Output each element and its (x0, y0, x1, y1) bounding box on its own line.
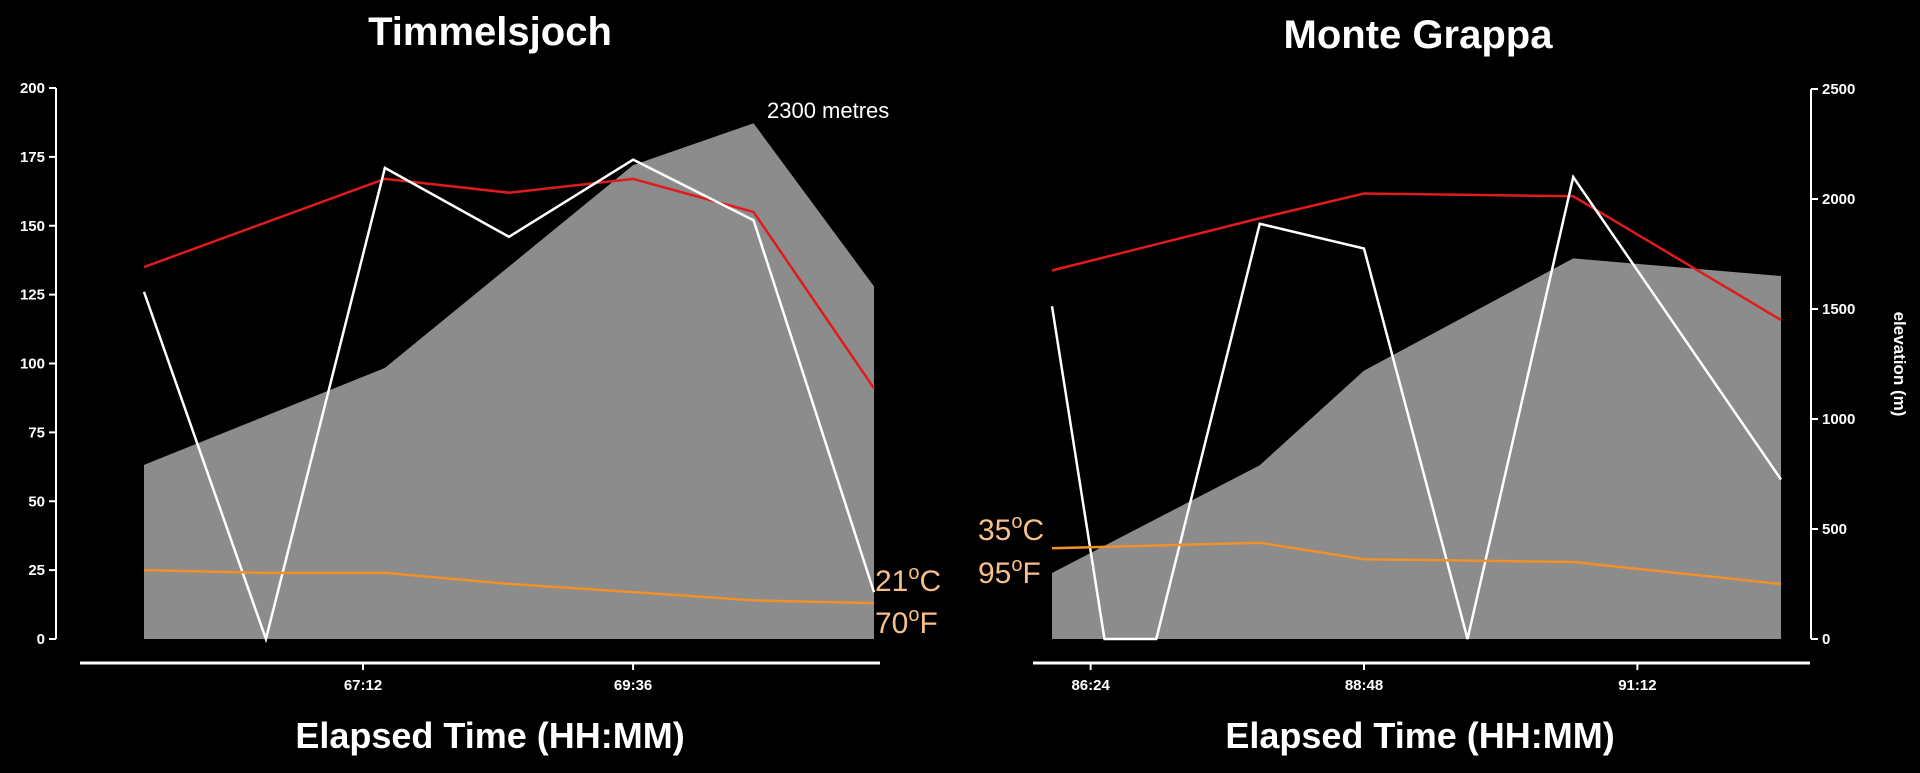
temp-fahrenheit-unit: F (1023, 557, 1041, 590)
y-tick-label: 75 (28, 424, 45, 441)
y-tick-label: 2000 (1822, 191, 1855, 208)
degree-symbol: o (1011, 554, 1022, 576)
y-tick-label: 0 (1822, 631, 1830, 648)
temp-celsius-unit: C (1023, 514, 1045, 547)
y-axis-title-right: elevation (m) (1890, 312, 1909, 417)
y-tick-label: 125 (20, 287, 45, 304)
chart-title: Timmelsjoch (368, 10, 612, 54)
elevation-area-group (144, 123, 874, 640)
series-line-red (1051, 192, 1782, 322)
x-tick-label: 91:12 (1618, 677, 1656, 694)
series-line-orange (1051, 541, 1782, 586)
y-tick-label: 150 (20, 218, 45, 235)
x-tick-label: 86:24 (1071, 677, 1110, 694)
temp-celsius-annotation: 21oC (875, 562, 941, 598)
series-line-white (1050, 173, 1783, 641)
y-tick-label: 2500 (1822, 81, 1855, 98)
elevation-area (144, 123, 874, 640)
temp-celsius-value: 21 (875, 565, 908, 598)
y-tick-label: 25 (28, 562, 45, 579)
temp-celsius-annotation: 35oC (978, 511, 1044, 547)
y-tick-label: 0 (37, 631, 45, 648)
y-tick-label: 1000 (1822, 411, 1855, 428)
degree-symbol: o (1011, 511, 1022, 533)
x-axis-title: Elapsed Time (HH:MM) (295, 715, 684, 756)
x-tick-label: 69:36 (614, 677, 652, 694)
series-line-orange (143, 568, 875, 605)
y-ticks-right: 0 500 1000 1500 2000 2500 (1811, 81, 1855, 648)
series-line-red (143, 177, 876, 390)
series-group (142, 158, 876, 644)
temp-fahrenheit-unit: F (920, 607, 938, 640)
temp-fahrenheit-value: 95 (978, 557, 1011, 590)
temp-fahrenheit-annotation: 70oF (875, 604, 938, 640)
temp-fahrenheit-annotation: 95oF (978, 554, 1041, 590)
y-tick-label: 200 (20, 80, 45, 97)
series-group (1050, 173, 1783, 641)
y-tick-label: 1500 (1822, 301, 1855, 318)
y-tick-label: 50 (28, 493, 45, 510)
chart-title: Monte Grappa (1284, 13, 1554, 57)
chart-monte-grappa: Monte Grappa 0 500 1000 1500 2000 2500 elevat… (978, 13, 1909, 756)
chart-timmelsjoch: Timmelsjoch 0 25 50 75 100 125 150 175 200 67:12… (20, 10, 941, 756)
y-tick-label: 500 (1822, 521, 1847, 538)
y-tick-label: 175 (20, 149, 45, 166)
x-tick-label: 67:12 (344, 677, 382, 694)
degree-symbol: o (908, 604, 919, 626)
x-tick-label: 88:48 (1345, 677, 1383, 694)
temp-fahrenheit-value: 70 (875, 607, 908, 640)
temp-celsius-value: 35 (978, 514, 1011, 547)
x-ticks: 67:12 69:36 (344, 663, 652, 694)
x-axis-title: Elapsed Time (HH:MM) (1225, 715, 1614, 756)
series-line-white (142, 158, 876, 644)
temp-celsius-unit: C (920, 565, 942, 598)
x-ticks: 86:24 88:48 91:12 (1071, 663, 1657, 694)
y-ticks-left: 0 25 50 75 100 125 150 175 200 (20, 80, 56, 648)
degree-symbol: o (908, 562, 919, 584)
y-tick-label: 100 (20, 356, 45, 373)
peak-annotation: 2300 metres (767, 98, 889, 123)
